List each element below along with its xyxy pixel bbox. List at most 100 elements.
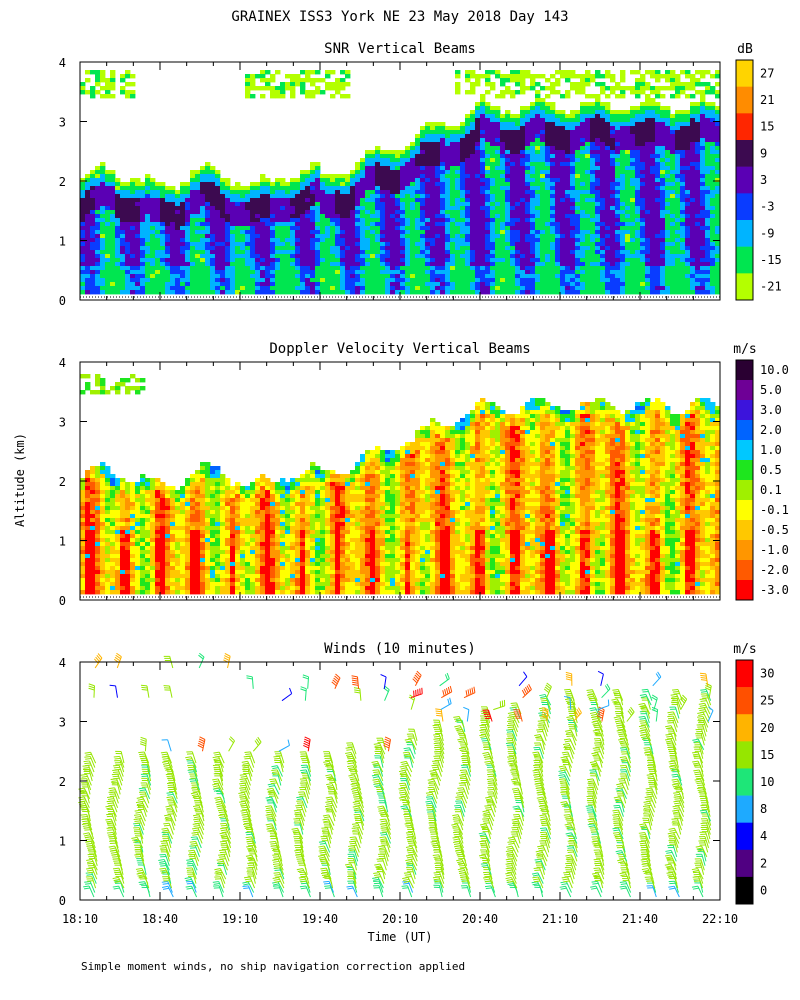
- snr-cell: [580, 134, 586, 139]
- snr-cell: [370, 242, 376, 247]
- snr-cell: [440, 278, 446, 283]
- snr-cell: [380, 250, 386, 255]
- snr-cell: [535, 270, 541, 275]
- snr-cell: [150, 222, 156, 227]
- snr-cell: [485, 250, 491, 255]
- snr-cell: [285, 206, 291, 211]
- snr-cell: [540, 174, 546, 179]
- snr-cell: [305, 170, 311, 175]
- snr-cell: [620, 158, 626, 163]
- snr-cell: [555, 146, 561, 151]
- snr-cell: [435, 230, 441, 235]
- snr-cell: [325, 246, 331, 251]
- snr-cell: [80, 190, 86, 195]
- snr-cell: [460, 210, 466, 215]
- snr-cell: [185, 286, 191, 291]
- snr-cell: [400, 262, 406, 267]
- snr-cell: [690, 274, 696, 279]
- snr-cell: [195, 246, 201, 251]
- snr-cell: [80, 254, 86, 259]
- snr-cell: [645, 238, 651, 243]
- snr-cell: [520, 234, 526, 239]
- snr-cell: [535, 258, 541, 263]
- snr-cell: [460, 174, 466, 179]
- snr-cell: [270, 206, 276, 211]
- snr-cell: [465, 246, 471, 251]
- snr-cell: [185, 230, 191, 235]
- snr-cell: [460, 226, 466, 231]
- snr-cell: [555, 70, 561, 75]
- snr-cell: [150, 250, 156, 255]
- snr-cell: [195, 210, 201, 215]
- snr-cell: [435, 222, 441, 227]
- snr-cell: [350, 214, 356, 219]
- snr-cell: [680, 146, 686, 151]
- snr-cell: [495, 206, 501, 211]
- snr-cell: [360, 162, 366, 167]
- snr-cell: [510, 166, 516, 171]
- snr-cell: [545, 154, 551, 159]
- snr-cell: [190, 206, 196, 211]
- snr-cell: [365, 170, 371, 175]
- snr-cell: [120, 222, 126, 227]
- snr-cell: [555, 138, 561, 143]
- snr-cell: [640, 246, 646, 251]
- snr-cell: [695, 190, 701, 195]
- snr-cell: [515, 242, 521, 247]
- snr-cell: [475, 218, 481, 223]
- snr-cell: [360, 270, 366, 275]
- snr-cell: [645, 274, 651, 279]
- snr-cell: [240, 218, 246, 223]
- snr-cell: [600, 134, 606, 139]
- snr-cell: [310, 230, 316, 235]
- snr-cell: [85, 282, 91, 287]
- snr-cell: [625, 226, 631, 231]
- snr-cell: [560, 202, 566, 207]
- snr-cell: [190, 246, 196, 251]
- snr-cell: [300, 222, 306, 227]
- snr-cell: [620, 150, 626, 155]
- snr-cell: [250, 278, 256, 283]
- snr-cell: [375, 190, 381, 195]
- snr-cell: [415, 278, 421, 283]
- snr-cell: [580, 238, 586, 243]
- snr-cell: [80, 242, 86, 247]
- snr-cell: [370, 246, 376, 251]
- snr-cell: [280, 282, 286, 287]
- snr-cell: [400, 278, 406, 283]
- snr-cell: [440, 182, 446, 187]
- snr-cell: [490, 266, 496, 271]
- snr-cell: [520, 250, 526, 255]
- snr-cell: [545, 286, 551, 291]
- snr-cell: [100, 202, 106, 207]
- snr-cell: [440, 206, 446, 211]
- snr-cell: [635, 242, 641, 247]
- snr-cell: [160, 250, 166, 255]
- snr-cell: [395, 162, 401, 167]
- snr-cell: [160, 226, 166, 231]
- snr-cell: [110, 214, 116, 219]
- snr-cell: [630, 234, 636, 239]
- snr-cell: [285, 234, 291, 239]
- snr-cell: [615, 194, 621, 199]
- snr-cell: [655, 290, 661, 295]
- snr-cell: [405, 198, 411, 203]
- snr-cell: [470, 274, 476, 279]
- snr-cell: [600, 234, 606, 239]
- snr-cell: [555, 198, 561, 203]
- snr-cell: [505, 246, 511, 251]
- snr-cell: [665, 162, 671, 167]
- snr-cell: [535, 142, 541, 147]
- snr-cell: [435, 250, 441, 255]
- snr-cell: [275, 202, 281, 207]
- snr-cell: [335, 218, 341, 223]
- snr-cell: [145, 282, 151, 287]
- snr-cell: [570, 190, 576, 195]
- snr-cell: [85, 278, 91, 283]
- snr-cell: [230, 246, 236, 251]
- snr-cell: [510, 282, 516, 287]
- snr-cell: [285, 262, 291, 267]
- snr-cell: [410, 154, 416, 159]
- snr-cell: [320, 198, 326, 203]
- snr-cell: [580, 194, 586, 199]
